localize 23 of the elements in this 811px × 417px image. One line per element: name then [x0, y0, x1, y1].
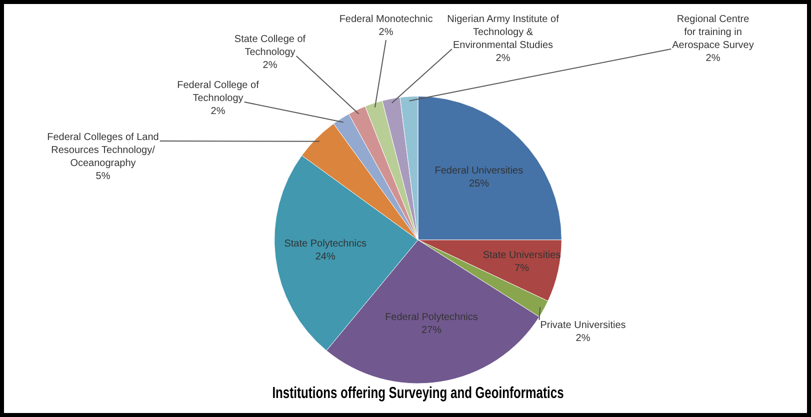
text: Institutions offering Surveying and Geoinformatics — [272, 384, 564, 402]
slice-label: Federal College of Technology — [177, 80, 260, 104]
data-label: 2% — [262, 60, 278, 71]
data-label: 2% — [210, 106, 226, 117]
data-label: 7% — [514, 262, 530, 274]
data-label: 25% — [468, 178, 490, 190]
slice-label: State Polytechnics — [284, 238, 366, 250]
slice-label: Federal Universities — [434, 166, 524, 177]
data-label: 2% — [706, 52, 720, 64]
slice-label: Federal Polytechnics — [385, 312, 478, 323]
slice-label: Federal Monotechnic — [339, 14, 433, 25]
data-label: 27% — [421, 324, 442, 336]
slice-label: Regional Centre for training in Aerospace Survey — [672, 14, 754, 51]
slice-label: Private Universities — [540, 320, 626, 331]
slice-label: Nigerian Army Institute of Technology & Environmental Studies — [447, 14, 560, 51]
slice-label: State College of Technology — [234, 34, 306, 58]
data-label: 2% — [576, 332, 590, 344]
data-label: 5% — [96, 170, 110, 182]
slice-label: State Universities — [482, 250, 561, 261]
data-label: 2% — [378, 26, 394, 38]
data-label: 24% — [315, 251, 336, 262]
slice-label: Federal Colleges of Land Resources Technology/ Oceanography — [47, 132, 159, 169]
data-label: 2% — [496, 52, 510, 64]
